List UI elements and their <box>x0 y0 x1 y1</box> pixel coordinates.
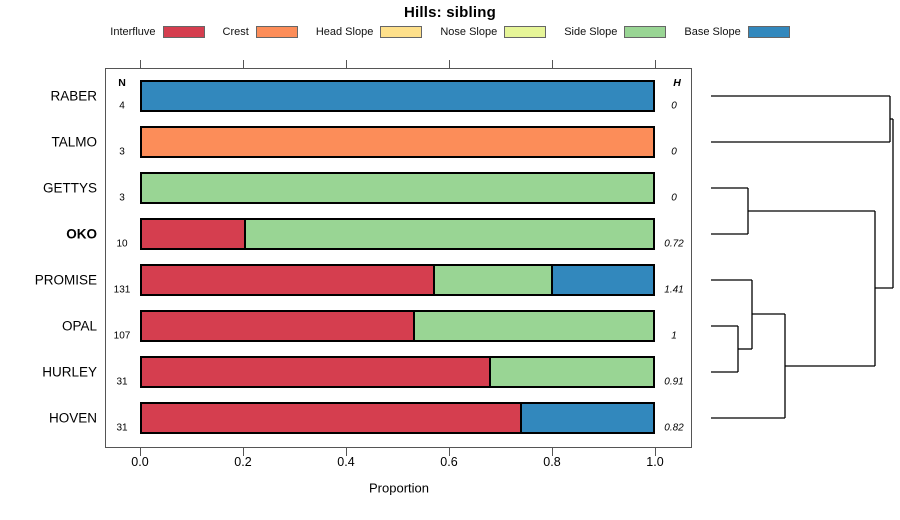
bar-segment-base-slope <box>550 266 653 294</box>
bar-segment-interfluve <box>142 358 490 386</box>
bar-segment-base-slope <box>142 82 653 110</box>
legend-label: Nose Slope <box>440 26 498 38</box>
bar-segment-side-slope <box>142 174 653 202</box>
bar-promise <box>140 264 655 296</box>
legend-color-swatch <box>162 26 205 38</box>
legend: Interfluve Crest Head Slope Nose Slope Side … <box>0 24 900 40</box>
legend-item: Interfluve <box>110 26 205 38</box>
n-value: 4 <box>119 100 125 112</box>
axis-tick-top <box>449 60 451 68</box>
row-label-oko: OKO <box>66 226 97 242</box>
axis-tick-top <box>243 60 245 68</box>
row-label-hurley: HURLEY <box>42 364 97 380</box>
n-value: 31 <box>116 376 128 388</box>
axis-tick-bottom <box>346 448 348 456</box>
bar-talmo <box>140 126 655 158</box>
h-value: 0 <box>671 146 677 158</box>
legend-item: Crest <box>223 26 298 38</box>
legend-label: Side Slope <box>564 26 618 38</box>
legend-label: Base Slope <box>684 26 741 38</box>
h-value: 0 <box>671 192 677 204</box>
n-value: 107 <box>113 330 131 342</box>
axis-tick-top <box>140 60 142 68</box>
h-value: 1 <box>671 330 677 342</box>
legend-color-swatch <box>747 26 790 38</box>
x-axis-title: Proportion <box>369 480 429 496</box>
n-column-header: N <box>118 77 126 89</box>
bar-hurley <box>140 356 655 388</box>
bar-segment-interfluve <box>142 220 245 248</box>
n-value: 31 <box>116 422 128 434</box>
row-label-hoven: HOVEN <box>48 410 97 426</box>
legend-color-swatch <box>624 26 667 38</box>
axis-tick-label: 0.0 <box>131 455 149 469</box>
axis-tick-top <box>552 60 554 68</box>
n-value: 3 <box>119 146 125 158</box>
bar-opal <box>140 310 655 342</box>
legend-item: Nose Slope <box>440 26 547 38</box>
chart-title: Hills: sibling <box>404 4 496 21</box>
legend-color-swatch <box>255 26 298 38</box>
axis-tick-label: 0.2 <box>234 455 252 469</box>
row-label-opal: OPAL <box>61 318 97 334</box>
axis-tick-label: 0.8 <box>543 455 561 469</box>
legend-label: Crest <box>222 26 249 38</box>
axis-tick-bottom <box>449 448 451 456</box>
axis-tick-label: 0.4 <box>337 455 355 469</box>
bar-gettys <box>140 172 655 204</box>
h-value: 1.41 <box>664 284 684 296</box>
h-value: 0.72 <box>664 238 684 250</box>
bar-segment-side-slope <box>412 312 653 340</box>
legend-color-swatch <box>504 26 547 38</box>
plot-area <box>105 68 692 448</box>
bar-segment-interfluve <box>142 404 521 432</box>
bar-segment-base-slope <box>520 404 653 432</box>
legend-item: Head Slope <box>316 26 423 38</box>
row-label-raber: RABER <box>50 88 97 104</box>
n-value: 10 <box>116 238 128 250</box>
h-column-header: H <box>673 77 681 89</box>
legend-color-swatch <box>380 26 423 38</box>
h-value: 0.82 <box>664 422 684 434</box>
h-value: 0.91 <box>664 376 684 388</box>
bar-raber <box>140 80 655 112</box>
row-label-promise: PROMISE <box>34 272 97 288</box>
bar-hoven <box>140 402 655 434</box>
axis-tick-label: 1.0 <box>646 455 664 469</box>
bar-segment-side-slope <box>433 266 551 294</box>
axis-tick-bottom <box>140 448 142 456</box>
bar-segment-interfluve <box>142 266 434 294</box>
legend-item: Base Slope <box>684 26 790 38</box>
row-label-talmo: TALMO <box>51 134 97 150</box>
bar-oko <box>140 218 655 250</box>
legend-label: Interfluve <box>110 26 156 38</box>
legend-label: Head Slope <box>315 26 374 38</box>
bar-segment-interfluve <box>142 312 413 340</box>
n-value: 3 <box>119 192 125 204</box>
dendrogram <box>711 95 894 419</box>
axis-tick-label: 0.6 <box>440 455 458 469</box>
axis-tick-bottom <box>243 448 245 456</box>
axis-tick-bottom <box>655 448 657 456</box>
bar-segment-side-slope <box>244 220 653 248</box>
bar-segment-side-slope <box>489 358 653 386</box>
axis-tick-top <box>346 60 348 68</box>
axis-tick-bottom <box>552 448 554 456</box>
h-value: 0 <box>671 100 677 112</box>
n-value: 131 <box>113 284 131 296</box>
row-label-gettys: GETTYS <box>42 180 97 196</box>
axis-tick-top <box>655 60 657 68</box>
bar-segment-crest <box>142 128 653 156</box>
legend-item: Side Slope <box>564 26 667 38</box>
